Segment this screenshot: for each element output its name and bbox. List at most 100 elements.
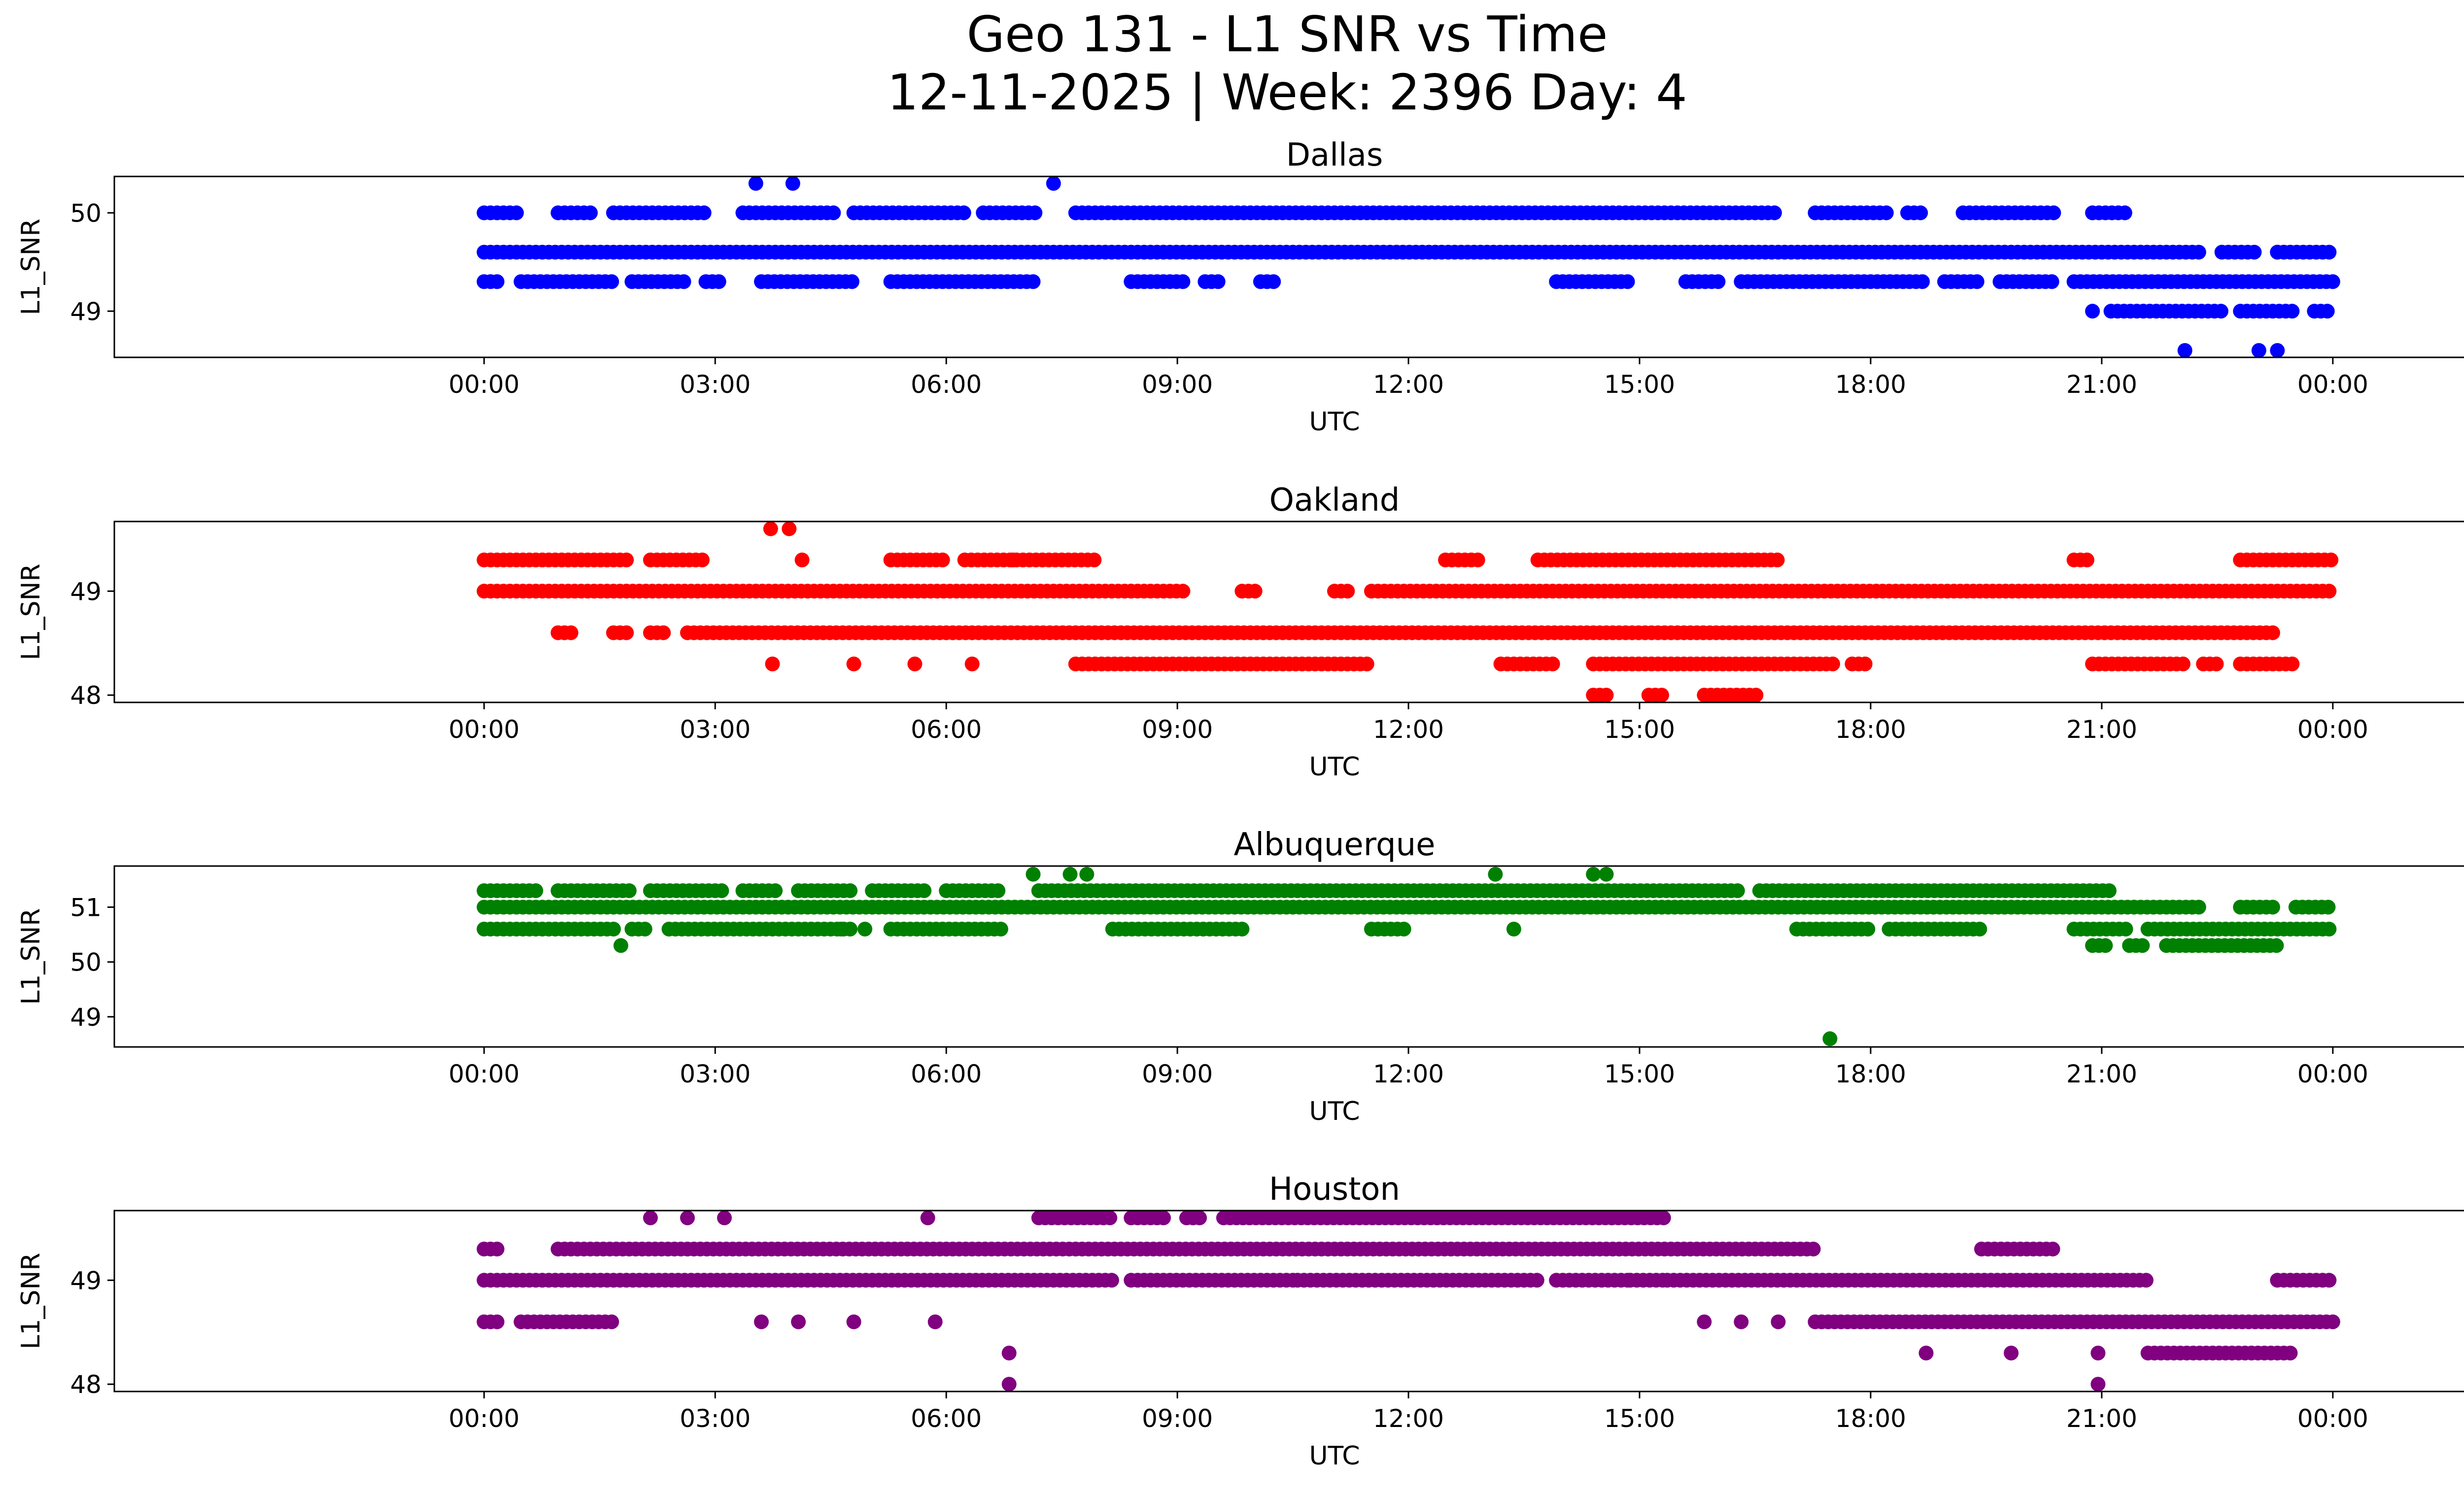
x-tick-label: 00:00 [448, 1404, 519, 1433]
data-point [2247, 244, 2262, 260]
data-point [748, 176, 763, 191]
data-point [696, 205, 712, 220]
data-point [1748, 688, 1764, 703]
data-points [477, 176, 2340, 358]
x-tick-label: 21:00 [2066, 370, 2137, 399]
data-point [676, 274, 691, 289]
x-tick-label: 12:00 [1373, 715, 1444, 744]
x-tick-label: 00:00 [448, 715, 519, 744]
data-point [1913, 205, 1928, 220]
x-tick-label: 21:00 [2066, 715, 2137, 744]
y-axis-label: L1_SNR [16, 1252, 46, 1349]
x-tick-label: 12:00 [1373, 1404, 1444, 1433]
y-tick-label: 50 [70, 948, 102, 977]
level-49_6 [477, 244, 2337, 260]
x-tick-label: 00:00 [2297, 1404, 2368, 1433]
data-point [1104, 1273, 1119, 1288]
subplots: Dallas 00:00 03:00 06:00 09:00 12:00 15:00 18:0… [16, 137, 2464, 1471]
data-point [1770, 553, 1785, 567]
data-point [765, 657, 780, 671]
data-point [2322, 584, 2337, 599]
data-point [2283, 1346, 2298, 1360]
data-point [1506, 921, 1521, 937]
level-49_3 [477, 1242, 2060, 1256]
data-point [2098, 938, 2113, 953]
level-49_3 [477, 553, 2339, 567]
x-tick-label: 12:00 [1373, 1060, 1444, 1088]
data-point [1711, 274, 1726, 289]
data-point [604, 1314, 619, 1329]
data-point [2191, 244, 2206, 260]
y-axis-label: L1_SNR [16, 563, 46, 660]
data-point [1470, 553, 1485, 567]
data-point [844, 274, 859, 289]
level-49_6 [1031, 1210, 1671, 1225]
data-point [643, 1210, 658, 1225]
data-point [782, 521, 797, 536]
x-tick-label: 15:00 [1604, 715, 1675, 744]
data-point [1027, 205, 1043, 220]
data-point [1771, 1314, 1786, 1329]
level-49 [477, 1273, 2337, 1288]
x-tick-label: 21:00 [2066, 1060, 2137, 1088]
level-50_6 [477, 921, 2337, 937]
data-point [637, 921, 652, 937]
data-point [2045, 1242, 2060, 1256]
data-point [1822, 1031, 1838, 1046]
x-tick-label: 18:00 [1835, 715, 1906, 744]
axes-frame [113, 1210, 2464, 1392]
level-49 [477, 584, 2337, 599]
data-point [2177, 343, 2192, 358]
data-point [1046, 176, 1061, 191]
y-tick-label: 48 [70, 1370, 102, 1399]
data-point [1210, 274, 1226, 289]
data-point [489, 1314, 505, 1329]
x-tick-label: 06:00 [911, 715, 982, 744]
level-48_3 [1068, 657, 2300, 671]
data-point [833, 921, 849, 937]
data-point [1087, 553, 1102, 567]
x-axis-label: UTC [1309, 1097, 1360, 1126]
data-point [964, 657, 980, 671]
data-point [1860, 921, 1876, 937]
data-point [917, 883, 932, 898]
data-point [2090, 1377, 2106, 1392]
data-point [2269, 938, 2284, 953]
data-point [2101, 883, 2117, 898]
data-point [1599, 867, 1614, 882]
data-point [489, 1242, 505, 1256]
data-point [619, 625, 634, 640]
data-point [1972, 921, 1987, 937]
data-point [1062, 867, 1078, 882]
x-tick-label: 18:00 [1835, 370, 1906, 399]
x-tick-label: 09:00 [1142, 1060, 1213, 1088]
data-point [1234, 921, 1250, 937]
y-axis-label: L1_SNR [16, 908, 46, 1005]
data-point [2270, 244, 2285, 260]
data-point [927, 1314, 943, 1329]
level-48 [1586, 688, 1764, 703]
data-point [2085, 304, 2100, 319]
data-point [2046, 205, 2061, 220]
level-49_3 [477, 274, 2340, 289]
axes-frame [113, 175, 2464, 358]
figure-title-line2: 12-11-2025 | Week: 2396 Day: 4 [887, 64, 1687, 121]
data-point [991, 883, 1006, 898]
x-tick-label: 00:00 [2297, 1060, 2368, 1088]
data-point [1192, 1210, 1207, 1225]
data-point [2090, 1346, 2106, 1360]
data-point [993, 921, 1008, 937]
data-point [2213, 304, 2228, 319]
data-point [2265, 625, 2280, 640]
x-tick-label: 12:00 [1373, 370, 1444, 399]
data-point [846, 1314, 861, 1329]
data-point [583, 205, 598, 220]
data-point [2191, 900, 2206, 915]
y-tick-label: 48 [70, 681, 102, 710]
subplot-oakland: Oakland 00:00 03:00 06:00 09:00 12:00 15:00 18:… [16, 482, 2464, 782]
data-point [1396, 921, 1411, 937]
data-point [956, 205, 971, 220]
data-points [477, 1210, 2340, 1392]
data-point [1079, 867, 1095, 882]
